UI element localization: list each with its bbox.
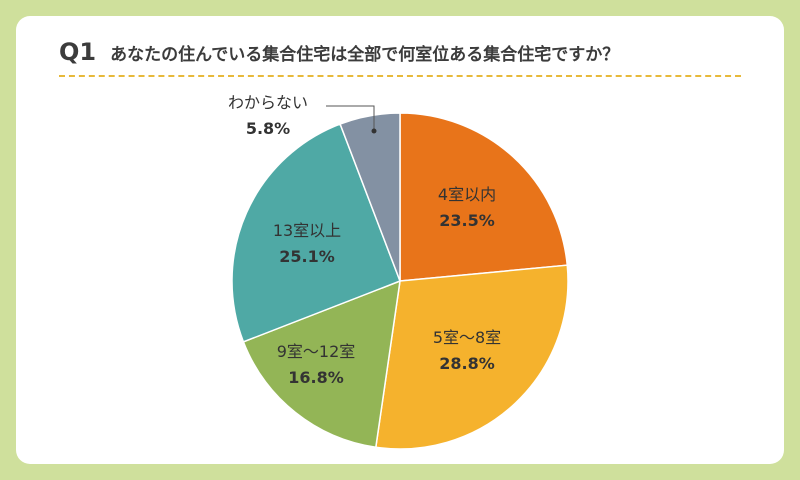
slice-label-unknown: わからない bbox=[228, 93, 308, 112]
question-text: あなたの住んでいる集合住宅は全部で何室位ある集合住宅ですか？ bbox=[110, 45, 620, 65]
slice-value-unknown: 5.8% bbox=[246, 119, 290, 138]
question-number: Q1 bbox=[59, 38, 97, 66]
slice-label-4-rooms-or-less: 4室以内 bbox=[438, 185, 496, 204]
leader-dot-unknown bbox=[371, 128, 377, 134]
slice-label-9-to-12-rooms: 9室〜12室 bbox=[277, 342, 356, 361]
slice-value-13-rooms-or-more: 25.1% bbox=[279, 247, 335, 266]
slice-label-13-rooms-or-more: 13室以上 bbox=[273, 221, 341, 240]
pie-slices bbox=[231, 112, 569, 450]
leader-line-unknown bbox=[326, 105, 375, 130]
pie-labels: 4室以内 23.5% 5室〜8室 28.8% 9室〜12室 16.8% 13室以上 25.1%… bbox=[228, 93, 501, 387]
pie-slice-13-rooms-or-more bbox=[231, 123, 401, 343]
slice-value-5-to-8-rooms: 28.8% bbox=[439, 354, 495, 373]
pie-slice-4-rooms-or-less bbox=[399, 112, 569, 282]
pie-slice-5-to-8-rooms bbox=[374, 264, 569, 450]
dashed-divider bbox=[59, 75, 741, 77]
pie-slice-9-to-12-rooms bbox=[242, 279, 401, 449]
pie-slice-unknown bbox=[339, 112, 401, 282]
question-header: Q1 あなたの住んでいる集合住宅は全部で何室位ある集合住宅ですか？ bbox=[59, 38, 619, 66]
slice-value-9-to-12-rooms: 16.8% bbox=[288, 368, 344, 387]
slice-value-4-rooms-or-less: 23.5% bbox=[439, 211, 495, 230]
slice-label-5-to-8-rooms: 5室〜8室 bbox=[433, 328, 501, 347]
